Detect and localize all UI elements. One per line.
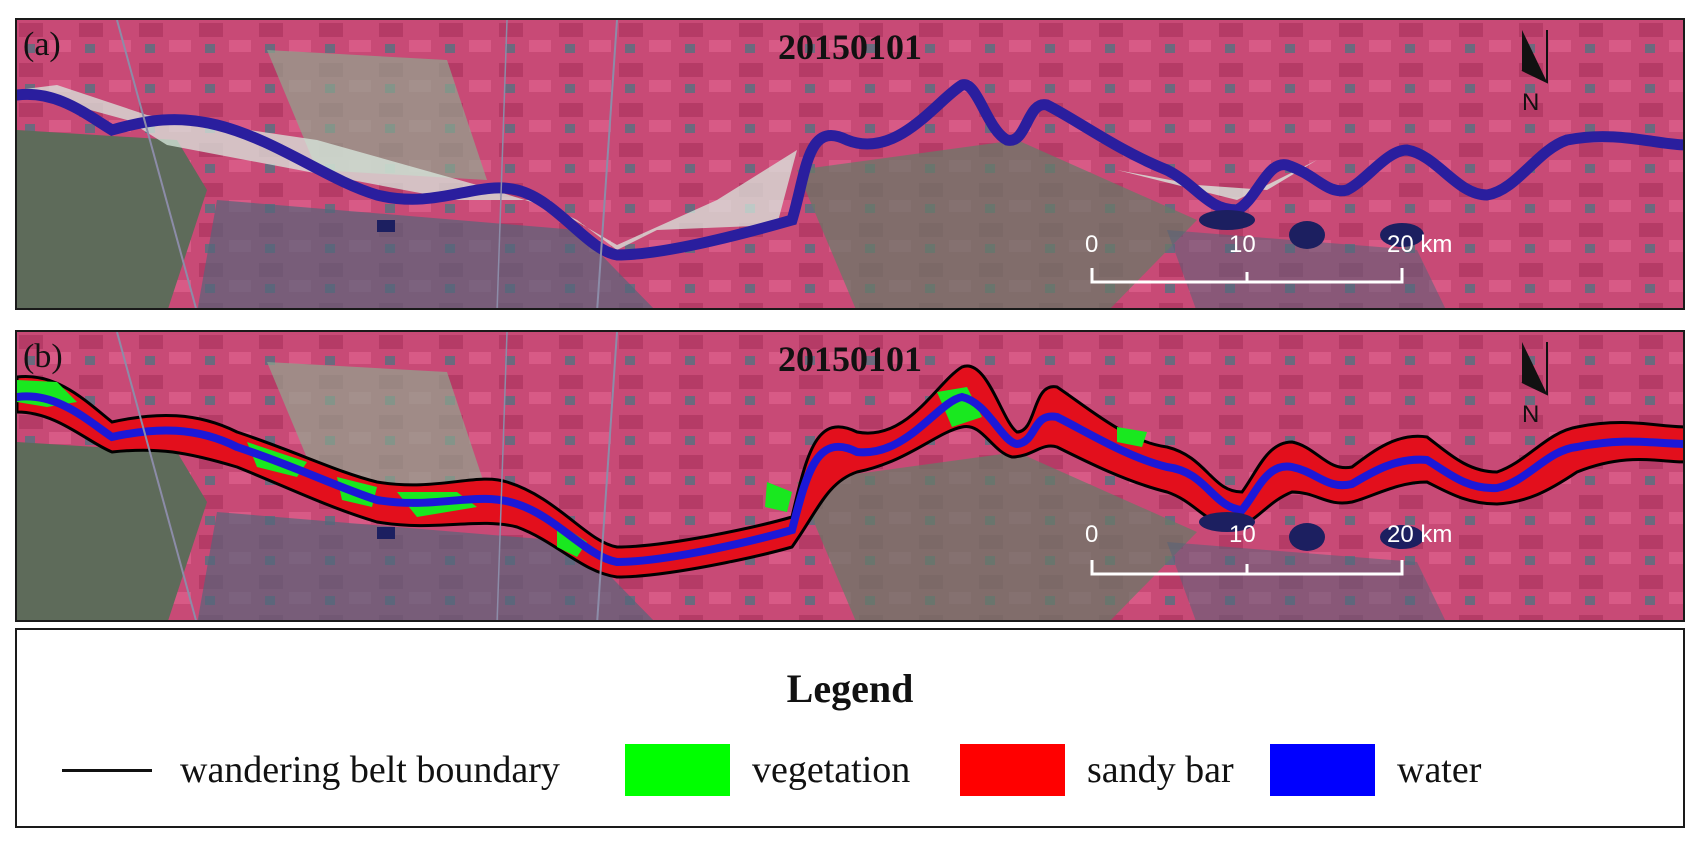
- scale-label-20: 20 km: [1387, 521, 1452, 548]
- map-panel-a: 0 10 20 km N (a) 20150101: [15, 18, 1685, 310]
- scale-label-20: 20 km: [1387, 231, 1452, 258]
- north-arrow-icon: N: [1521, 30, 1548, 116]
- boundary-line-swatch: [62, 768, 152, 772]
- legend-item-water: water: [1270, 740, 1481, 800]
- legend-item-boundary: wandering belt boundary: [62, 740, 560, 800]
- panel-label-a: (a): [23, 26, 61, 63]
- scale-bar-b: 0 10 20 km: [1085, 521, 1452, 576]
- north-label: N: [1522, 89, 1539, 116]
- water-swatch: [1270, 744, 1375, 796]
- legend: Legend wandering belt boundary vegetatio…: [15, 628, 1685, 828]
- north-label: N: [1522, 401, 1539, 428]
- scale-bar-a: 0 10 20 km: [1085, 231, 1452, 284]
- legend-label-water: water: [1397, 749, 1482, 791]
- classified-image-b: 0 10 20 km N: [17, 332, 1683, 620]
- scale-label-10: 10: [1229, 521, 1256, 548]
- vegetation-swatch: [625, 744, 730, 796]
- legend-label-boundary: wandering belt boundary: [180, 749, 560, 791]
- legend-label-vegetation: vegetation: [752, 749, 911, 791]
- north-arrow-icon: N: [1521, 342, 1548, 428]
- legend-item-vegetation: vegetation: [625, 740, 910, 800]
- map-panel-b: 0 10 20 km N (b) 20150101: [15, 330, 1685, 622]
- panel-date-a: 20150101: [778, 27, 922, 67]
- scale-label-10: 10: [1229, 231, 1256, 258]
- scale-label-0: 0: [1085, 521, 1098, 548]
- sandy-bar-swatch: [960, 744, 1065, 796]
- satellite-image-a: 0 10 20 km N: [17, 20, 1683, 308]
- scale-label-0: 0: [1085, 231, 1098, 258]
- panel-label-b: (b): [23, 338, 63, 375]
- legend-label-sandy-bar: sandy bar: [1087, 749, 1234, 791]
- legend-title: Legend: [786, 666, 914, 711]
- legend-item-sandy-bar: sandy bar: [960, 740, 1234, 800]
- panel-date-b: 20150101: [778, 339, 922, 379]
